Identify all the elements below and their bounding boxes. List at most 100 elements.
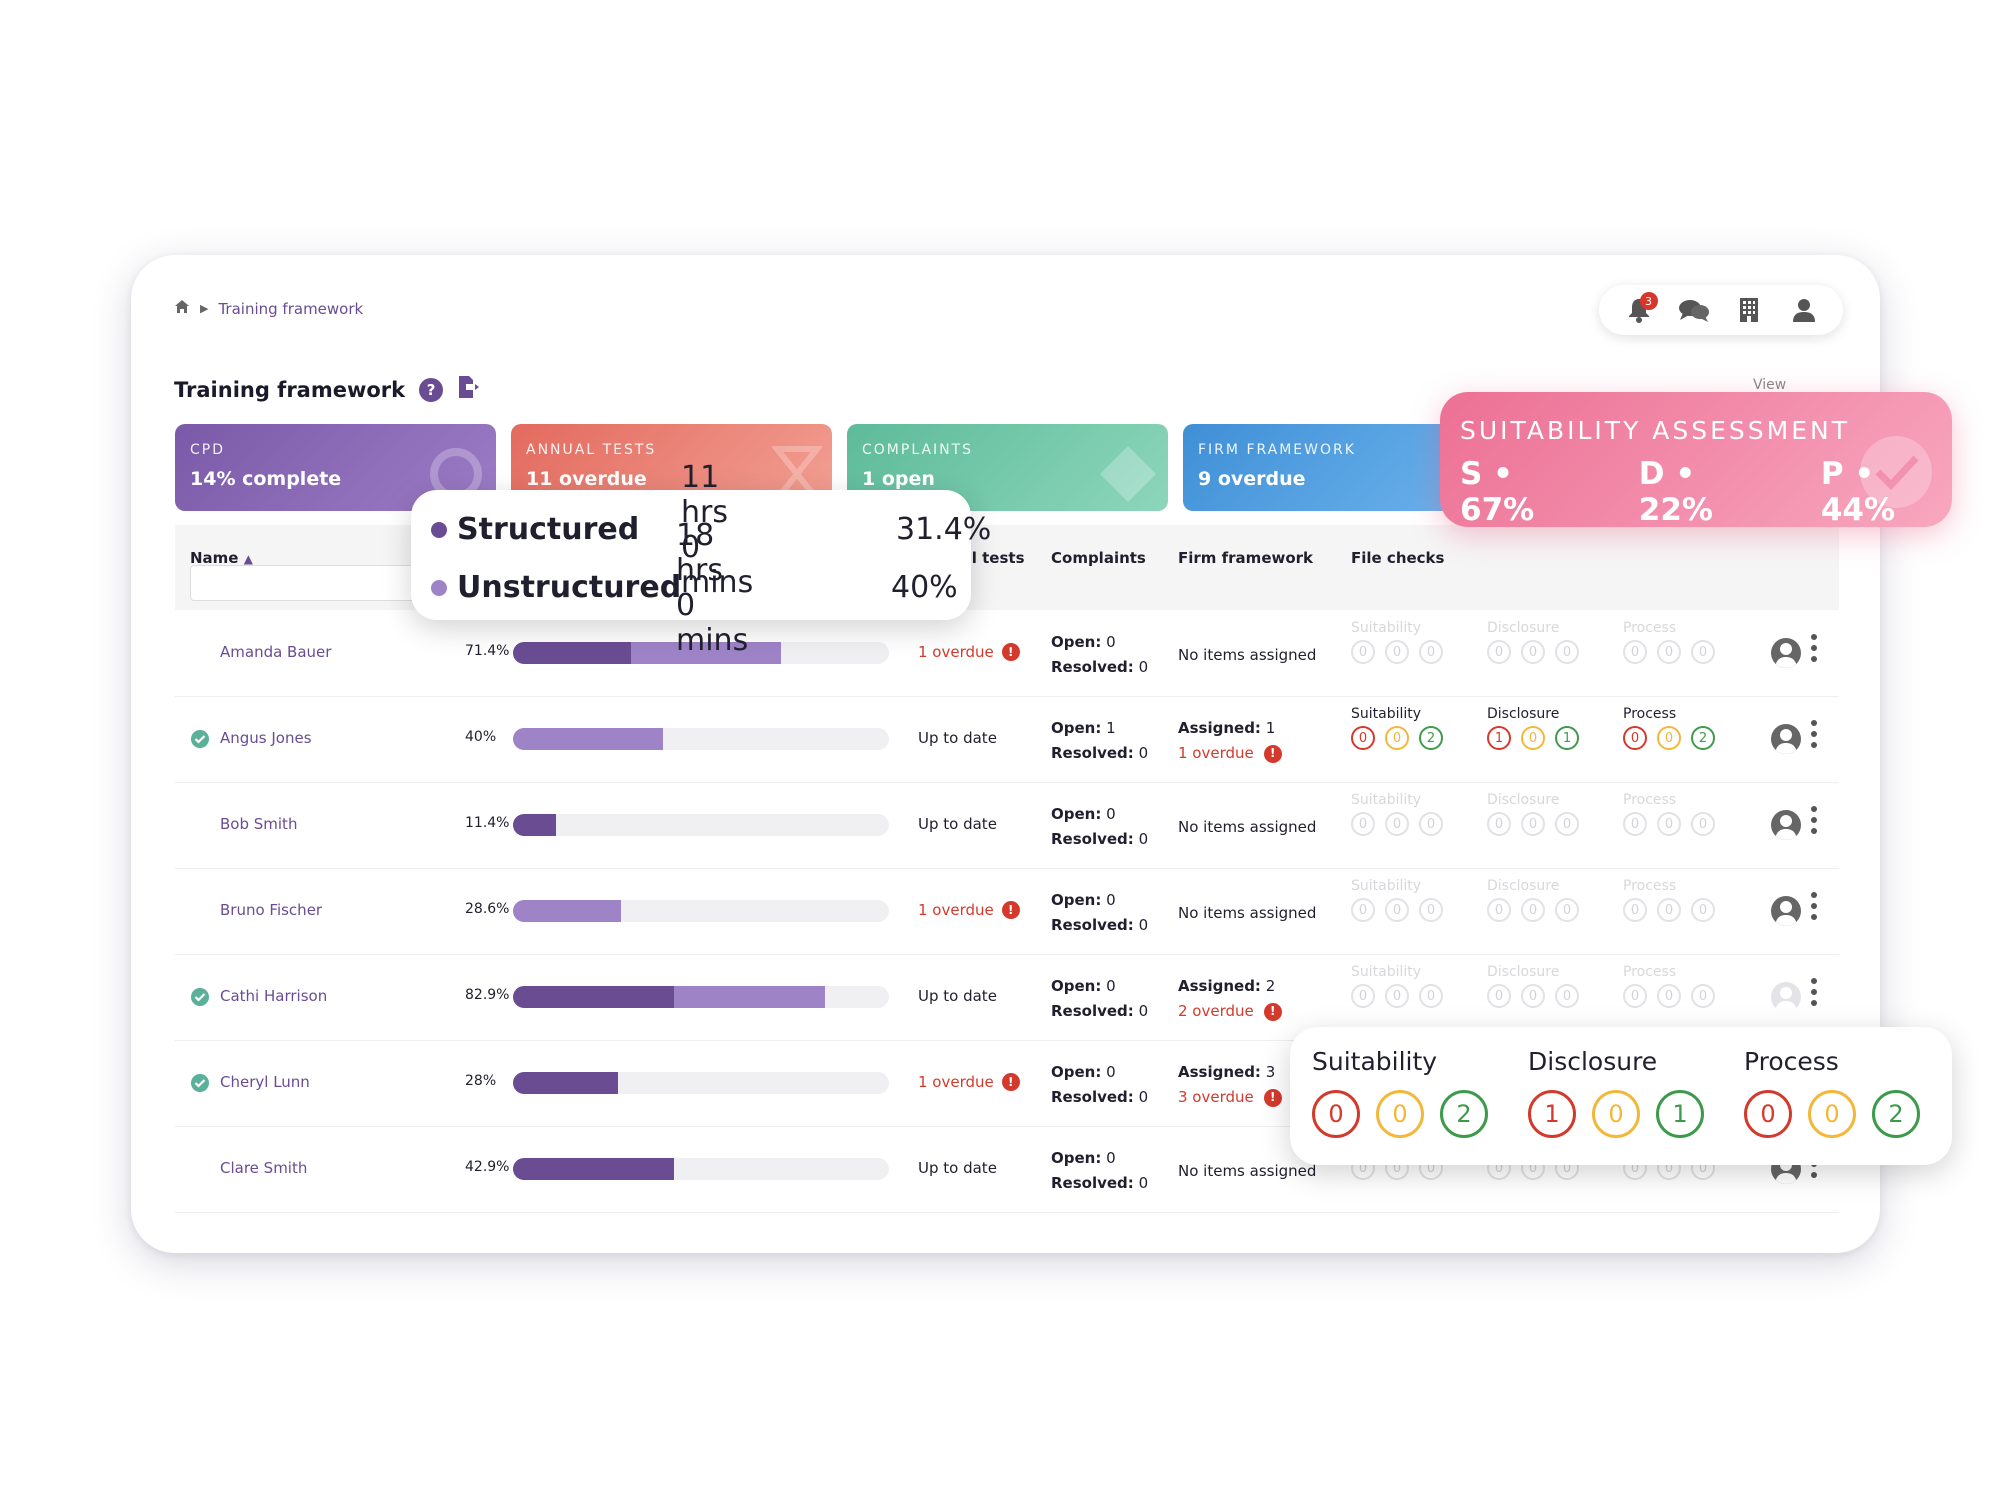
status-circle-green[interactable]: 0 bbox=[1555, 640, 1579, 664]
avatar[interactable] bbox=[1771, 724, 1801, 754]
status-circle-red[interactable]: 0 bbox=[1623, 726, 1647, 750]
annual-tests-status[interactable]: 1 overdue! bbox=[918, 643, 1020, 661]
status-circle-green[interactable]: 0 bbox=[1691, 640, 1715, 664]
status-circle-green[interactable]: 0 bbox=[1555, 898, 1579, 922]
employee-name-link[interactable]: Clare Smith bbox=[220, 1159, 308, 1177]
status-circle-red[interactable]: 0 bbox=[1351, 984, 1375, 1008]
firm-framework-cell[interactable]: Assigned: 1 1 overdue! bbox=[1178, 716, 1282, 766]
status-circle-amber[interactable]: 0 bbox=[1521, 726, 1545, 750]
status-circle-red[interactable]: 0 bbox=[1351, 726, 1375, 750]
row-menu-kebab-icon[interactable] bbox=[1811, 892, 1817, 920]
status-circle-green[interactable]: 0 bbox=[1555, 984, 1579, 1008]
column-header-complaints[interactable]: Complaints bbox=[1051, 549, 1146, 567]
status-circle-amber[interactable]: 0 bbox=[1657, 726, 1681, 750]
file-checks-cell[interactable]: Suitability 0 0 2 Disclosure 1 0 1 Process 0 0 2 bbox=[1351, 706, 1761, 776]
annual-tests-status[interactable]: 1 overdue! bbox=[918, 901, 1020, 919]
avatar[interactable] bbox=[1771, 810, 1801, 840]
sort-asc-icon[interactable]: ▲ bbox=[243, 552, 253, 566]
status-circle-amber[interactable]: 0 bbox=[1657, 898, 1681, 922]
status-circle-red[interactable]: 0 bbox=[1623, 812, 1647, 836]
employee-name-link[interactable]: Angus Jones bbox=[220, 729, 312, 747]
name-filter-input[interactable] bbox=[190, 565, 422, 601]
status-circle-green[interactable]: 0 bbox=[1555, 812, 1579, 836]
table-row[interactable]: Cathi Harrison 82.9% Up to date Open: 0 Reso… bbox=[175, 954, 1839, 1041]
avatar[interactable] bbox=[1771, 896, 1801, 926]
status-circle-green[interactable]: 2 bbox=[1872, 1090, 1920, 1138]
status-circle-green[interactable]: 0 bbox=[1419, 984, 1443, 1008]
status-circle-red[interactable]: 0 bbox=[1487, 898, 1511, 922]
employee-name-link[interactable]: Cathi Harrison bbox=[220, 987, 328, 1005]
row-menu-kebab-icon[interactable] bbox=[1811, 720, 1817, 748]
status-circle-amber[interactable]: 0 bbox=[1385, 812, 1409, 836]
status-circle-red[interactable]: 0 bbox=[1623, 898, 1647, 922]
help-icon[interactable]: ? bbox=[419, 377, 444, 402]
status-circle-amber[interactable]: 0 bbox=[1385, 640, 1409, 664]
status-circle-green[interactable]: 1 bbox=[1555, 726, 1579, 750]
employee-name-link[interactable]: Amanda Bauer bbox=[220, 643, 332, 661]
column-header-name[interactable]: Name ▲ bbox=[190, 549, 253, 567]
status-circle-green[interactable]: 0 bbox=[1419, 812, 1443, 836]
chat-icon[interactable] bbox=[1677, 293, 1711, 327]
status-circle-green[interactable]: 0 bbox=[1691, 984, 1715, 1008]
employee-name-link[interactable]: Bruno Fischer bbox=[220, 901, 323, 919]
table-row[interactable]: Angus Jones 40% Up to date Open: 1 Resolved:… bbox=[175, 696, 1839, 783]
complaints-summary-card[interactable]: COMPLAINTS 1 open bbox=[847, 424, 1168, 511]
status-circle-red[interactable]: 1 bbox=[1487, 726, 1511, 750]
table-row[interactable]: Bruno Fischer 28.6% 1 overdue! Open: 0 Resol… bbox=[175, 868, 1839, 955]
annual-tests-status[interactable]: 1 overdue! bbox=[918, 1073, 1020, 1091]
status-circle-amber[interactable]: 0 bbox=[1385, 984, 1409, 1008]
row-menu-kebab-icon[interactable] bbox=[1811, 634, 1817, 662]
status-circle-green[interactable]: 0 bbox=[1691, 812, 1715, 836]
status-circle-green[interactable]: 2 bbox=[1419, 726, 1443, 750]
status-circle-red[interactable]: 0 bbox=[1351, 640, 1375, 664]
status-circle-red[interactable]: 0 bbox=[1312, 1090, 1360, 1138]
status-circle-amber[interactable]: 0 bbox=[1657, 984, 1681, 1008]
status-circle-red[interactable]: 0 bbox=[1351, 812, 1375, 836]
status-circle-red[interactable]: 0 bbox=[1487, 984, 1511, 1008]
status-circle-amber[interactable]: 0 bbox=[1521, 812, 1545, 836]
column-header-firm-framework[interactable]: Firm framework bbox=[1178, 549, 1314, 567]
view-dropdown[interactable]: View bbox=[1753, 377, 1787, 393]
status-circle-green[interactable]: 0 bbox=[1419, 898, 1443, 922]
status-circle-red[interactable]: 0 bbox=[1487, 812, 1511, 836]
status-circle-amber[interactable]: 0 bbox=[1657, 812, 1681, 836]
status-circle-green[interactable]: 2 bbox=[1691, 726, 1715, 750]
status-circle-amber[interactable]: 0 bbox=[1385, 726, 1409, 750]
status-circle-green[interactable]: 1 bbox=[1656, 1090, 1704, 1138]
row-menu-kebab-icon[interactable] bbox=[1811, 806, 1817, 834]
user-profile-icon[interactable] bbox=[1787, 293, 1821, 327]
status-circle-green[interactable]: 0 bbox=[1419, 640, 1443, 664]
status-circle-red[interactable]: 0 bbox=[1623, 640, 1647, 664]
avatar[interactable] bbox=[1771, 982, 1801, 1012]
home-icon[interactable] bbox=[174, 299, 190, 318]
export-icon[interactable] bbox=[457, 375, 480, 404]
status-circle-amber[interactable]: 0 bbox=[1385, 898, 1409, 922]
status-circle-red[interactable]: 0 bbox=[1623, 984, 1647, 1008]
status-circle-amber[interactable]: 0 bbox=[1592, 1090, 1640, 1138]
row-menu-kebab-icon[interactable] bbox=[1811, 978, 1817, 1006]
avatar[interactable] bbox=[1771, 638, 1801, 668]
status-circle-amber[interactable]: 0 bbox=[1521, 640, 1545, 664]
employee-name-link[interactable]: Bob Smith bbox=[220, 815, 298, 833]
firm-framework-cell[interactable]: Assigned: 2 2 overdue! bbox=[1178, 974, 1282, 1024]
status-circle-amber[interactable]: 0 bbox=[1521, 984, 1545, 1008]
table-row[interactable]: Bob Smith 11.4% Up to date Open: 0 Resolved:… bbox=[175, 782, 1839, 869]
status-circle-red[interactable]: 0 bbox=[1487, 640, 1511, 664]
status-circle-red[interactable]: 0 bbox=[1744, 1090, 1792, 1138]
status-circle-green[interactable]: 0 bbox=[1691, 898, 1715, 922]
notifications-bell-icon[interactable]: 3 bbox=[1622, 292, 1658, 327]
table-row[interactable]: Amanda Bauer 71.4% 1 overdue! Open: 0 Resolv… bbox=[175, 610, 1839, 697]
status-circle-amber[interactable]: 0 bbox=[1657, 640, 1681, 664]
status-circle-green[interactable]: 2 bbox=[1440, 1090, 1488, 1138]
status-circle-amber[interactable]: 0 bbox=[1521, 898, 1545, 922]
column-header-file-checks[interactable]: File checks bbox=[1351, 549, 1445, 567]
status-circle-red[interactable]: 0 bbox=[1351, 898, 1375, 922]
firm-framework-cell[interactable]: Assigned: 3 3 overdue! bbox=[1178, 1060, 1282, 1110]
breadcrumb-current[interactable]: Training framework bbox=[218, 299, 364, 318]
employee-name-link[interactable]: Cheryl Lunn bbox=[220, 1073, 310, 1091]
status-circle-red[interactable]: 1 bbox=[1528, 1090, 1576, 1138]
